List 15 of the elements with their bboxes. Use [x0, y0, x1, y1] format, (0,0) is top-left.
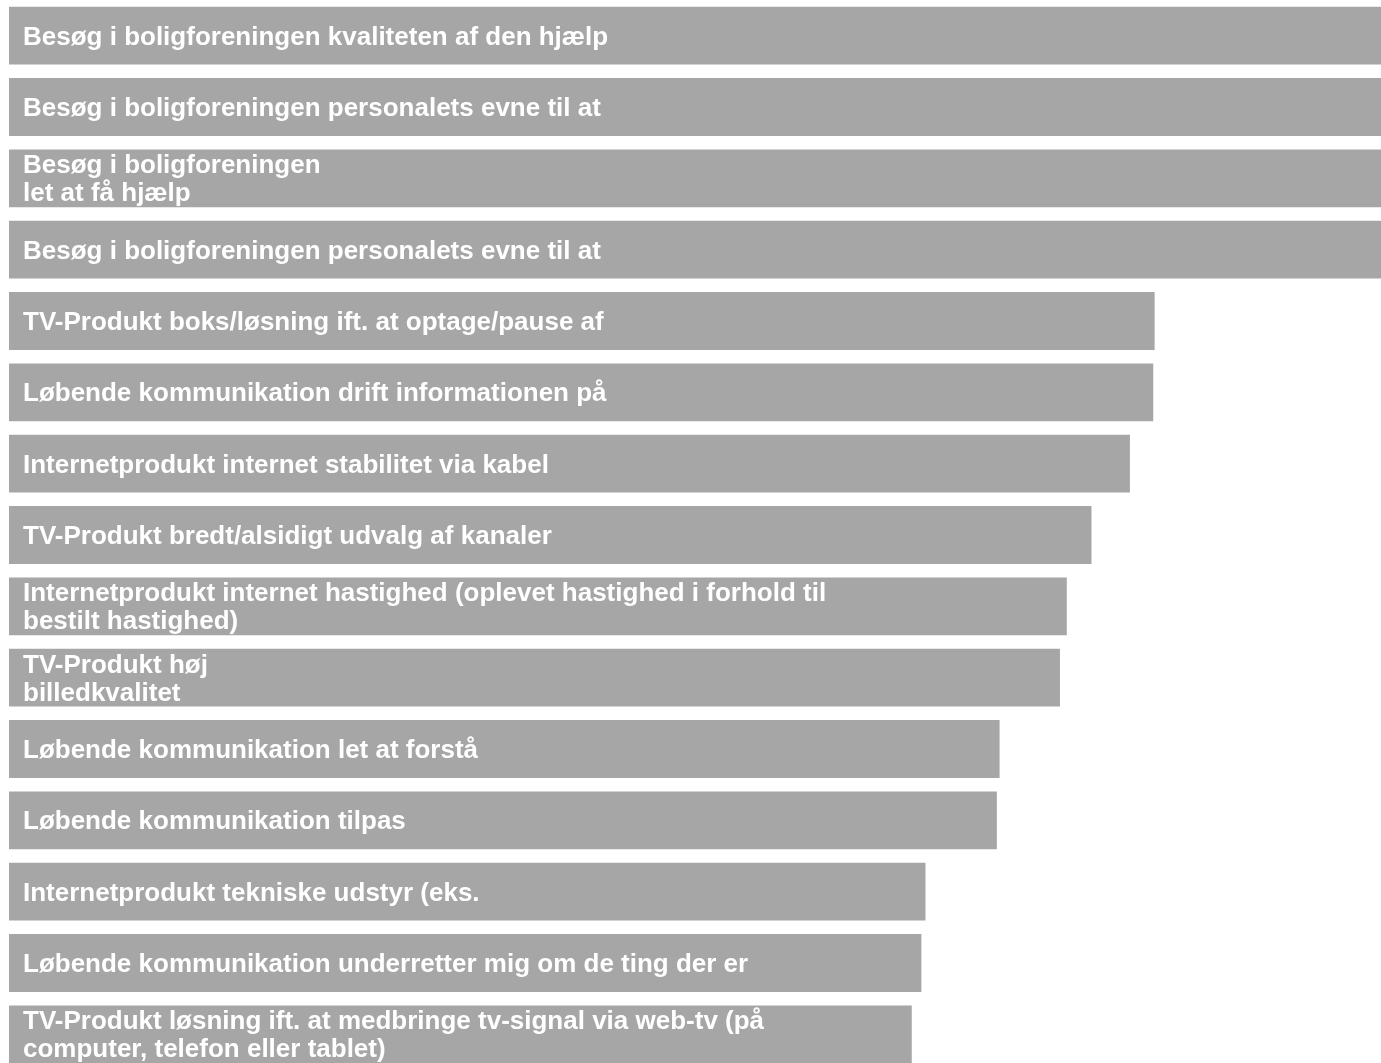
y-tick-label: TV-Produkt bredt/alsidigt udvalg af kanaler	[23, 520, 552, 550]
y-tick-label: Løbende kommunikation tilpas	[23, 805, 406, 836]
y-tick-label: Besøg i boligforeningen personalets evne til at	[23, 92, 602, 122]
y-tick-label: TV-Produkt løsning ift. at medbringe tv-signal via web-tv (på computer, telefon eller tablet)	[23, 1005, 765, 1063]
y-tick-label: Internetprodukt internet hastighed (oplevet hastighed i forhold til bestilt hastighed)	[23, 577, 827, 636]
y-tick-label: Internetprodukt internet stabilitet via kabel	[23, 448, 549, 479]
y-tick-label: Løbende kommunikation underretter mig om de ting der er	[23, 948, 749, 978]
y-tick-label: Internetprodukt tekniske udstyr (eks.	[23, 876, 480, 907]
y-tick-label: Besøg i boligforeningen personalets evne til at	[23, 234, 602, 265]
y-tick-label: Løbende kommunikation let at forstå	[23, 734, 479, 764]
y-tick-label: Løbende kommunikation drift informationen på	[23, 377, 608, 408]
y-tick-label: Besøg i boligforeningen kvaliteten af den hjælp	[23, 20, 609, 51]
y-tick-label: TV-Produkt boks/løsning ift. at optage/pause af	[23, 306, 605, 336]
y-tick-label: TV-Produkt høj billedkvalitet	[23, 648, 208, 707]
y-tick-label: Besøg i boligforeningen let at få hjælp	[23, 149, 321, 208]
